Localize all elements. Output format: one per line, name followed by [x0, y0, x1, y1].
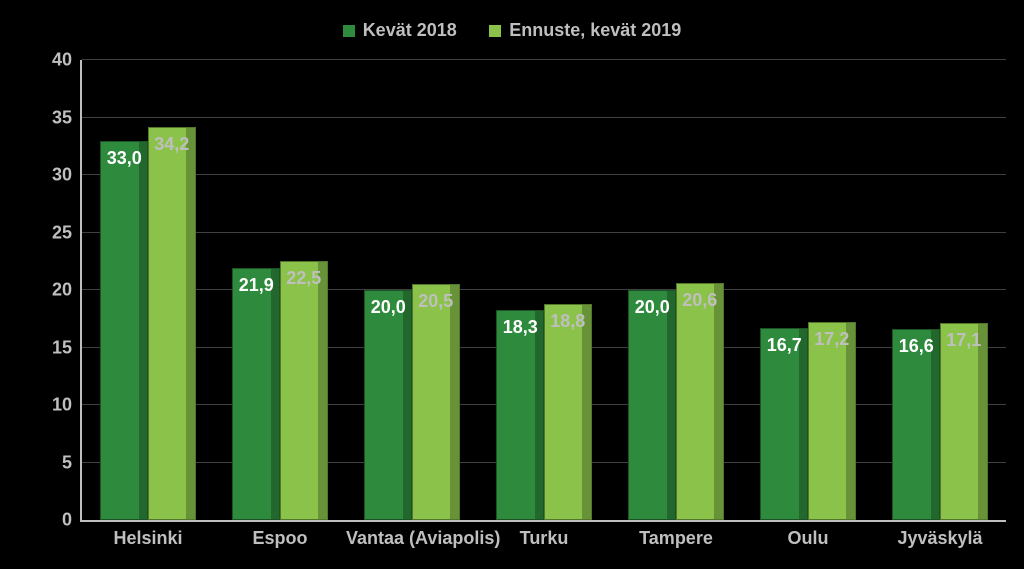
legend-item-series0: Kevät 2018 — [343, 20, 457, 41]
legend-label-series1: Ennuste, kevät 2019 — [509, 20, 681, 41]
y-tick-label: 0 — [62, 510, 72, 531]
legend-label-series0: Kevät 2018 — [363, 20, 457, 41]
bar-shade — [450, 285, 458, 519]
bar-shade — [318, 262, 326, 519]
bar: 16,7 — [760, 328, 808, 520]
bar-group: Turku18,318,8 — [478, 60, 610, 520]
y-tick-label: 20 — [52, 280, 72, 301]
bar-value-label: 20,0 — [629, 297, 675, 318]
bar-value-label: 34,2 — [149, 134, 195, 155]
y-tick-label: 40 — [52, 50, 72, 71]
bar-value-label: 20,5 — [413, 291, 459, 312]
y-tick-label: 15 — [52, 337, 72, 358]
bar: 21,9 — [232, 268, 280, 520]
bar-shade — [186, 128, 194, 519]
legend-swatch-series1 — [489, 25, 501, 37]
bar: 34,2 — [148, 127, 196, 520]
bar-group: Jyväskylä16,617,1 — [874, 60, 1006, 520]
bar-value-label: 17,1 — [941, 330, 987, 351]
bar-chart: Kevät 2018 Ennuste, kevät 2019 051015202… — [0, 0, 1024, 569]
bar-value-label: 17,2 — [809, 329, 855, 350]
legend-item-series1: Ennuste, kevät 2019 — [489, 20, 681, 41]
bar-shade — [714, 284, 722, 519]
x-tick-label: Turku — [478, 528, 610, 549]
bar: 17,1 — [940, 323, 988, 520]
legend: Kevät 2018 Ennuste, kevät 2019 — [0, 20, 1024, 42]
y-tick-label: 30 — [52, 165, 72, 186]
bar-shade — [931, 330, 939, 519]
bar: 20,0 — [364, 290, 412, 520]
plot-area: 0510152025303540Helsinki33,034,2Espoo21,… — [80, 60, 1006, 522]
bar-value-label: 18,8 — [545, 311, 591, 332]
bar-value-label: 16,6 — [893, 336, 939, 357]
y-tick-label: 10 — [52, 395, 72, 416]
bar-value-label: 33,0 — [101, 148, 147, 169]
y-tick-label: 35 — [52, 107, 72, 128]
bar: 22,5 — [280, 261, 328, 520]
x-tick-label: Oulu — [742, 528, 874, 549]
bar: 16,6 — [892, 329, 940, 520]
bar-shade — [667, 291, 675, 519]
bar-group: Oulu16,717,2 — [742, 60, 874, 520]
bar-shade — [582, 305, 590, 519]
bar: 33,0 — [100, 141, 148, 521]
bar-group: Helsinki33,034,2 — [82, 60, 214, 520]
bar-shade — [846, 323, 854, 519]
bar-shade — [139, 142, 147, 520]
bar-value-label: 18,3 — [497, 317, 543, 338]
x-tick-label: Vantaa (Aviapolis) — [346, 528, 478, 549]
x-tick-label: Tampere — [610, 528, 742, 549]
bar-group: Vantaa (Aviapolis)20,020,5 — [346, 60, 478, 520]
bar: 20,6 — [676, 283, 724, 520]
bar: 18,8 — [544, 304, 592, 520]
bar-value-label: 20,6 — [677, 290, 723, 311]
bar-value-label: 20,0 — [365, 297, 411, 318]
bar-shade — [978, 324, 986, 519]
bar-value-label: 21,9 — [233, 275, 279, 296]
bar-shade — [799, 329, 807, 519]
bar-value-label: 16,7 — [761, 335, 807, 356]
y-tick-label: 5 — [62, 452, 72, 473]
bar: 18,3 — [496, 310, 544, 520]
bar-shade — [535, 311, 543, 519]
x-tick-label: Jyväskylä — [874, 528, 1006, 549]
bar-value-label: 22,5 — [281, 268, 327, 289]
bar-group: Tampere20,020,6 — [610, 60, 742, 520]
legend-swatch-series0 — [343, 25, 355, 37]
bar-shade — [271, 269, 279, 519]
bar-shade — [403, 291, 411, 519]
bar: 17,2 — [808, 322, 856, 520]
bar: 20,5 — [412, 284, 460, 520]
x-tick-label: Espoo — [214, 528, 346, 549]
y-tick-label: 25 — [52, 222, 72, 243]
bar-group: Espoo21,922,5 — [214, 60, 346, 520]
x-tick-label: Helsinki — [82, 528, 214, 549]
bar: 20,0 — [628, 290, 676, 520]
